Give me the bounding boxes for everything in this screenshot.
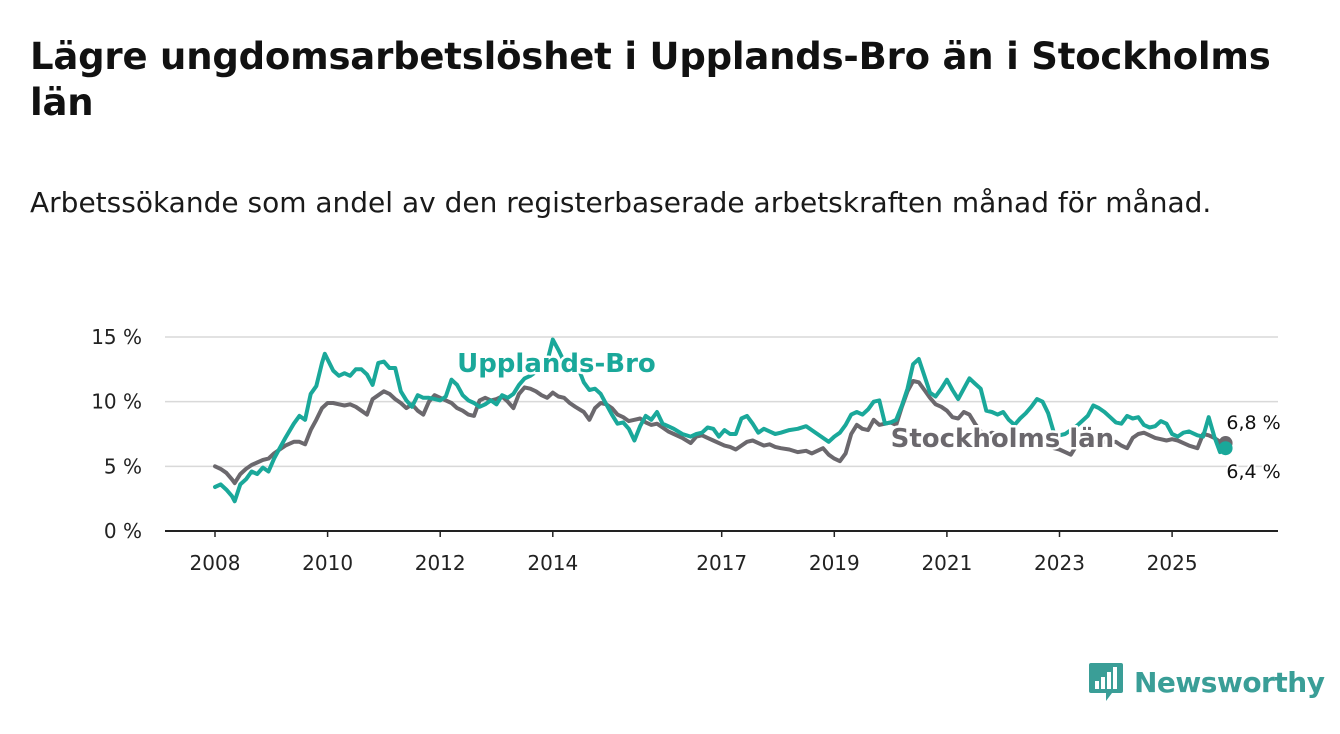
y-tick-label: 5 %	[104, 454, 142, 478]
y-tick-label: 0 %	[104, 519, 142, 543]
y-tick-label: 10 %	[91, 390, 142, 414]
bar-chart-logo-icon	[1089, 663, 1123, 701]
x-tick-label: 2021	[921, 551, 972, 575]
x-tick-label: 2014	[527, 551, 578, 575]
chart-title: Lägre ungdomsarbetslöshet i Upplands-Bro…	[30, 35, 1271, 124]
x-tick-label: 2019	[809, 551, 860, 575]
grid-lines	[165, 336, 1278, 532]
series-end-point	[1218, 441, 1233, 456]
series-line	[213, 379, 1228, 486]
x-tick-label: 2012	[415, 551, 466, 575]
series-lines	[213, 337, 1233, 504]
line-chart: 0 %5 %10 %15 % 2008 2010 2012 2014 2017 2019 2…	[91, 325, 1283, 575]
end-label-upplands-bro: 6,4 %	[1226, 461, 1280, 483]
series-label-upplands-bro: Upplands-Bro	[457, 349, 656, 379]
x-tick-label: 2017	[696, 551, 747, 575]
y-tick-label: 15 %	[91, 325, 142, 349]
x-axis-ticks: 2008 2010 2012 2014 2017 2019 2021 2023 2025	[190, 531, 1198, 575]
y-axis-ticks: 0 % 5 % 10 % 15 %	[91, 325, 142, 543]
brand-footer: Newsworthy	[1088, 660, 1325, 704]
x-tick-label: 2008	[190, 551, 241, 575]
chart-subtitle: Arbetssökande som andel av den registerb…	[30, 186, 1212, 219]
x-tick-label: 2025	[1147, 551, 1198, 575]
x-tick-label: 2023	[1034, 551, 1085, 575]
end-label-stockholms-lan: 6,8 %	[1226, 412, 1280, 434]
series-line	[213, 337, 1228, 504]
brand-name: Newsworthy	[1134, 665, 1325, 699]
series-label-stockholms-lan: Stockholms län	[891, 424, 1115, 454]
series-labels: Upplands-Bro Stockholms län 6,8 % 6,4 %	[455, 346, 1283, 485]
x-tick-label: 2010	[302, 551, 353, 575]
